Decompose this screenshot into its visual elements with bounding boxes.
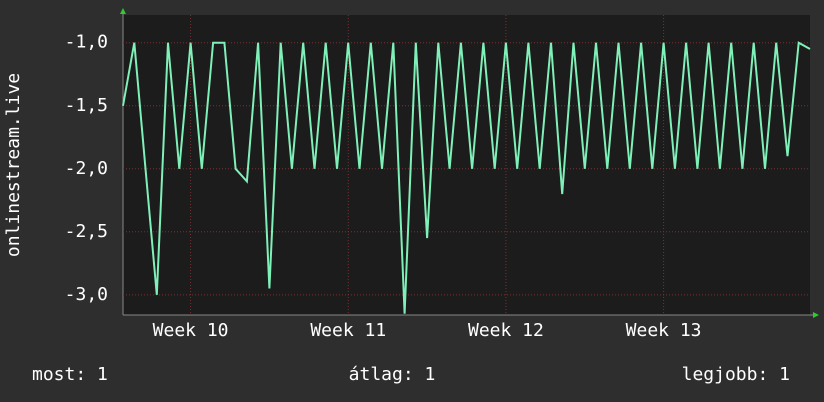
x-arrow (813, 312, 819, 318)
x-tick-label: Week 10 (153, 320, 229, 341)
plot-area (123, 15, 810, 315)
x-tick-label: Week 11 (310, 320, 386, 341)
y-arrow (120, 8, 126, 14)
footer-text: most: 1 (32, 364, 108, 385)
x-tick-label: Week 13 (626, 320, 702, 341)
y-tick-label: -1,0 (65, 32, 108, 53)
y-tick-label: -2,0 (65, 158, 108, 179)
footer-text: legjobb: 1 (682, 364, 790, 385)
y-tick-label: -2,5 (65, 221, 108, 242)
y-tick-label: -1,5 (65, 95, 108, 116)
y-tick-label: -3,0 (65, 284, 108, 305)
x-tick-label: Week 12 (468, 320, 544, 341)
y-axis-label: onlinestream.live (3, 73, 24, 257)
footer-text: átlag: 1 (349, 364, 436, 385)
data-line (122, 41, 811, 314)
